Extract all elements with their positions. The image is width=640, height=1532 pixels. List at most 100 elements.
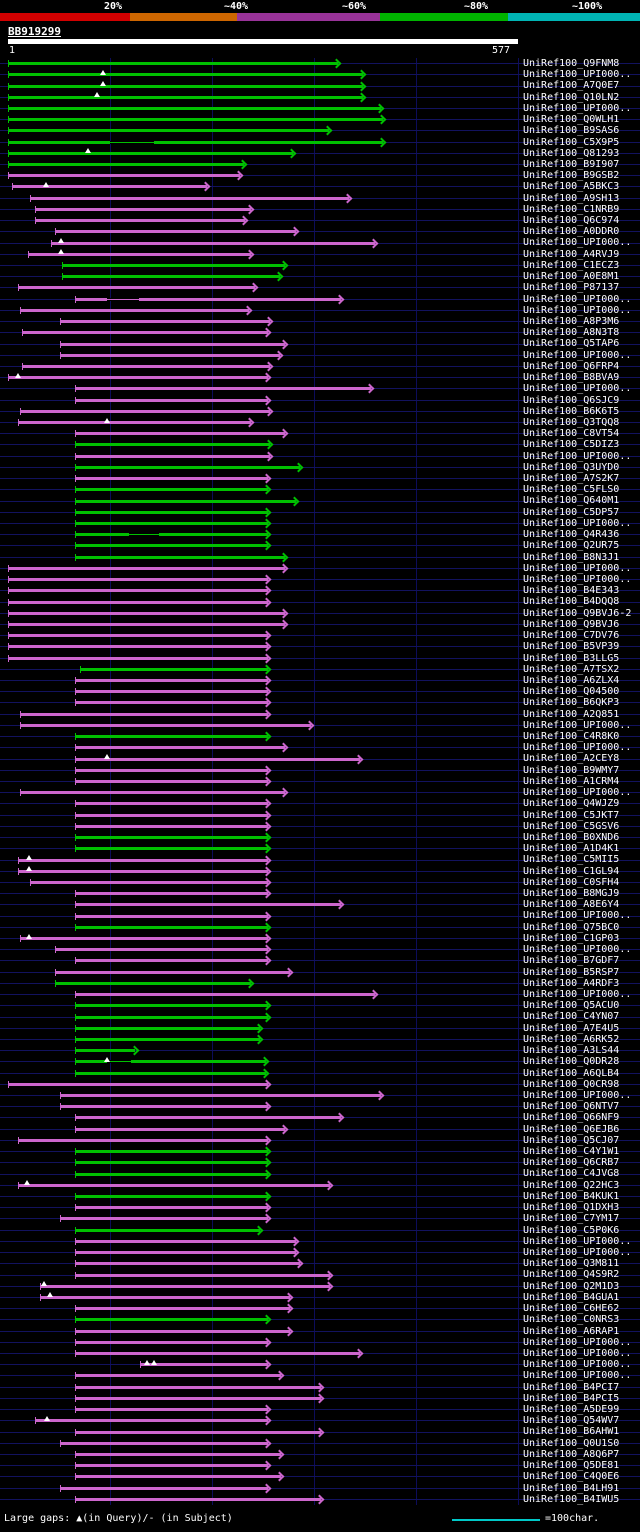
hit-label[interactable]: UniRef100_B8MGJ9 — [523, 888, 620, 900]
hit-bar[interactable] — [75, 1004, 269, 1008]
hit-label[interactable]: UniRef100_A6RK52 — [523, 1033, 620, 1045]
hit-label[interactable]: UniRef100_Q10LN2 — [523, 91, 620, 103]
hit-bar[interactable] — [79, 667, 269, 671]
hit-bar[interactable] — [75, 779, 269, 783]
hit-label[interactable]: UniRef100_UPI000.. — [523, 1089, 632, 1101]
hit-label[interactable]: UniRef100_UPI000.. — [523, 562, 632, 574]
hit-label[interactable]: UniRef100_Q9FNM8 — [523, 58, 620, 69]
hit-bar[interactable] — [75, 454, 271, 458]
hit-bar[interactable] — [8, 589, 269, 593]
hit-bar[interactable] — [54, 970, 291, 974]
hit-label[interactable]: UniRef100_A2Q851 — [523, 708, 620, 720]
hit-label[interactable]: UniRef100_A6RAP1 — [523, 1325, 620, 1337]
hit-bar[interactable] — [39, 1295, 291, 1299]
hit-bar[interactable] — [22, 331, 269, 335]
hit-bar[interactable] — [75, 1015, 269, 1019]
hit-bar[interactable] — [75, 802, 269, 806]
hit-label[interactable]: UniRef100_Q4S9R2 — [523, 1269, 620, 1281]
hit-bar[interactable] — [8, 1082, 269, 1086]
hit-bar[interactable] — [8, 129, 329, 133]
hit-bar[interactable] — [75, 533, 269, 537]
hit-label[interactable]: UniRef100_C4Y1W1 — [523, 1146, 620, 1158]
hit-bar[interactable] — [20, 723, 311, 727]
hit-label[interactable]: UniRef100_UPI000.. — [523, 742, 632, 754]
hit-label[interactable]: UniRef100_Q0U1S0 — [523, 1437, 620, 1449]
hit-bar[interactable] — [75, 813, 269, 817]
hit-bar[interactable] — [75, 1037, 261, 1041]
hit-bar[interactable] — [75, 993, 376, 997]
hit-label[interactable]: UniRef100_A8E6Y4 — [523, 899, 620, 911]
hit-bar[interactable] — [75, 1340, 269, 1344]
hit-label[interactable]: UniRef100_UPI000.. — [523, 1235, 632, 1247]
hit-bar[interactable] — [75, 959, 269, 963]
hit-bar[interactable] — [62, 275, 280, 279]
hit-label[interactable]: UniRef100_C5GSV6 — [523, 820, 620, 832]
hit-label[interactable]: UniRef100_UPI000.. — [523, 69, 632, 81]
hit-bar[interactable] — [8, 95, 364, 99]
hit-bar[interactable] — [20, 712, 269, 716]
hit-bar[interactable] — [75, 925, 269, 929]
hit-bar[interactable] — [8, 622, 286, 626]
hit-label[interactable]: UniRef100_UPI000.. — [523, 383, 632, 395]
hit-bar[interactable] — [20, 937, 269, 941]
hit-bar[interactable] — [75, 1318, 269, 1322]
hit-bar[interactable] — [8, 118, 383, 122]
hit-bar[interactable] — [75, 1150, 269, 1154]
hit-label[interactable]: UniRef100_C7YM17 — [523, 1213, 620, 1225]
hit-bar[interactable] — [8, 566, 286, 570]
hit-bar[interactable] — [75, 1239, 296, 1243]
hit-bar[interactable] — [75, 488, 269, 492]
hit-bar[interactable] — [12, 185, 208, 189]
hit-bar[interactable] — [60, 1441, 269, 1445]
hit-bar[interactable] — [75, 903, 341, 907]
hit-label[interactable]: UniRef100_Q0WLH1 — [523, 114, 620, 126]
hit-label[interactable]: UniRef100_UPI000.. — [523, 1336, 632, 1348]
hit-bar[interactable] — [20, 791, 286, 795]
hit-label[interactable]: UniRef100_UPI000.. — [523, 1359, 632, 1371]
hit-bar[interactable] — [75, 443, 271, 447]
hit-label[interactable]: UniRef100_P87137 — [523, 282, 620, 294]
hit-label[interactable]: UniRef100_A7TSX2 — [523, 663, 620, 675]
hit-bar[interactable] — [75, 1374, 281, 1378]
hit-label[interactable]: UniRef100_Q6SJC9 — [523, 394, 620, 406]
hit-label[interactable]: UniRef100_A7E4U5 — [523, 1022, 620, 1034]
hit-label[interactable]: UniRef100_C5FLS0 — [523, 484, 620, 496]
hit-label[interactable]: UniRef100_A5DE99 — [523, 1404, 620, 1416]
hit-label[interactable]: UniRef100_Q81293 — [523, 147, 620, 159]
hit-label[interactable]: UniRef100_Q54WV7 — [523, 1415, 620, 1427]
hit-label[interactable]: UniRef100_C5DIZ3 — [523, 439, 620, 451]
hit-label[interactable]: UniRef100_Q66NF9 — [523, 1112, 620, 1124]
hit-bar[interactable] — [75, 521, 269, 525]
hit-label[interactable]: UniRef100_B3LLG5 — [523, 652, 620, 664]
hit-bar[interactable] — [75, 477, 269, 481]
hit-label[interactable]: UniRef100_A9SH13 — [523, 192, 620, 204]
hit-bar[interactable] — [75, 1060, 266, 1064]
hit-label[interactable]: UniRef100_B4PCI5 — [523, 1392, 620, 1404]
hit-bar[interactable] — [60, 320, 271, 324]
hit-bar[interactable] — [60, 1486, 269, 1490]
hit-bar[interactable] — [75, 1262, 301, 1266]
hit-label[interactable]: UniRef100_Q6C974 — [523, 215, 620, 227]
hit-label[interactable]: UniRef100_C5P0K6 — [523, 1224, 620, 1236]
hit-bar[interactable] — [139, 1363, 269, 1367]
hit-label[interactable]: UniRef100_Q640M1 — [523, 495, 620, 507]
hit-label[interactable]: UniRef100_C5DP57 — [523, 506, 620, 518]
hit-bar[interactable] — [75, 1228, 261, 1232]
hit-label[interactable]: UniRef100_UPI000.. — [523, 573, 632, 585]
hit-bar[interactable] — [8, 62, 339, 66]
hit-label[interactable]: UniRef100_Q2M1D3 — [523, 1280, 620, 1292]
hit-bar[interactable] — [75, 824, 269, 828]
hit-label[interactable]: UniRef100_C4Q0E6 — [523, 1471, 620, 1483]
hit-bar[interactable] — [54, 230, 296, 234]
hit-bar[interactable] — [60, 1094, 381, 1098]
hit-label[interactable]: UniRef100_UPI000.. — [523, 944, 632, 956]
hit-label[interactable]: UniRef100_UPI000.. — [523, 293, 632, 305]
hit-label[interactable]: UniRef100_UPI000.. — [523, 1370, 632, 1382]
hit-label[interactable]: UniRef100_Q6NTV7 — [523, 1101, 620, 1113]
hit-bar[interactable] — [17, 286, 256, 290]
hit-label[interactable]: UniRef100_C5X9P5 — [523, 136, 620, 148]
hit-label[interactable]: UniRef100_A1D4K1 — [523, 843, 620, 855]
hit-label[interactable]: UniRef100_UPI000.. — [523, 517, 632, 529]
hit-label[interactable]: UniRef100_A5BKC3 — [523, 181, 620, 193]
hit-bar[interactable] — [35, 207, 251, 211]
